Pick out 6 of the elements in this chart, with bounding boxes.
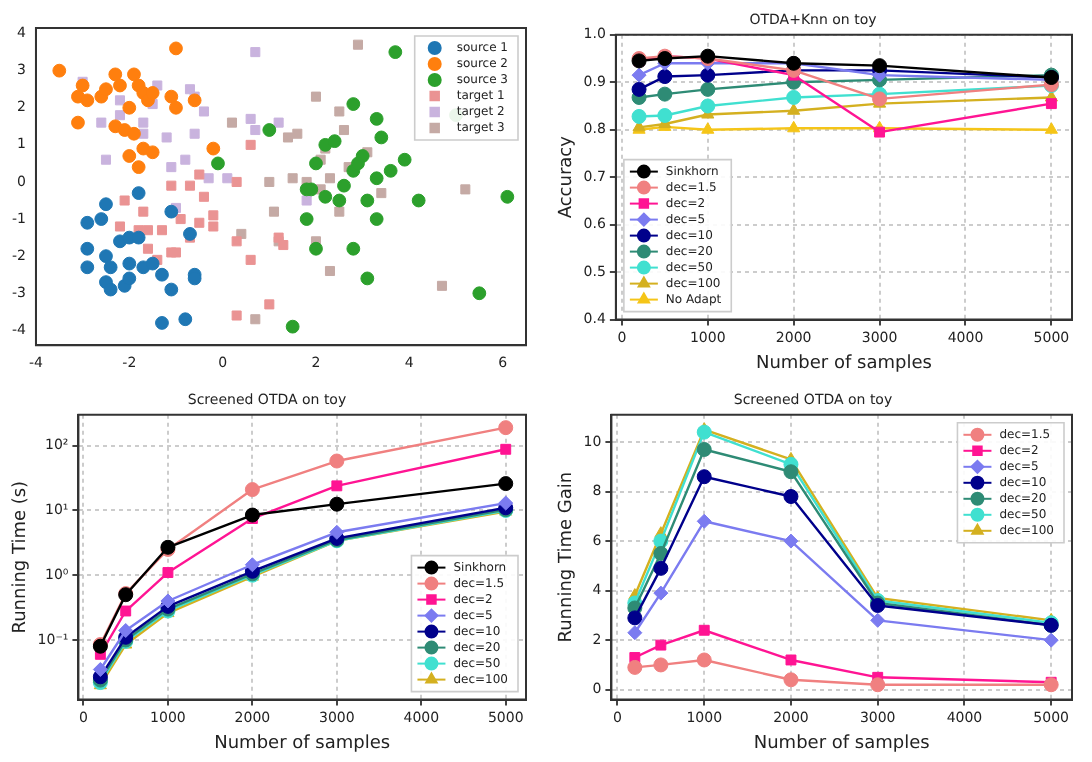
- y-axis-title: Running Time Gain: [557, 471, 578, 643]
- x-axis-title: Number of samples: [214, 733, 391, 754]
- y-axis-title: Accuracy: [557, 134, 578, 219]
- y-axis-title: Running Time (s): [11, 480, 32, 634]
- x-axis-title: Number of samples: [753, 733, 931, 754]
- x-axis-title: Number of samples: [755, 353, 933, 374]
